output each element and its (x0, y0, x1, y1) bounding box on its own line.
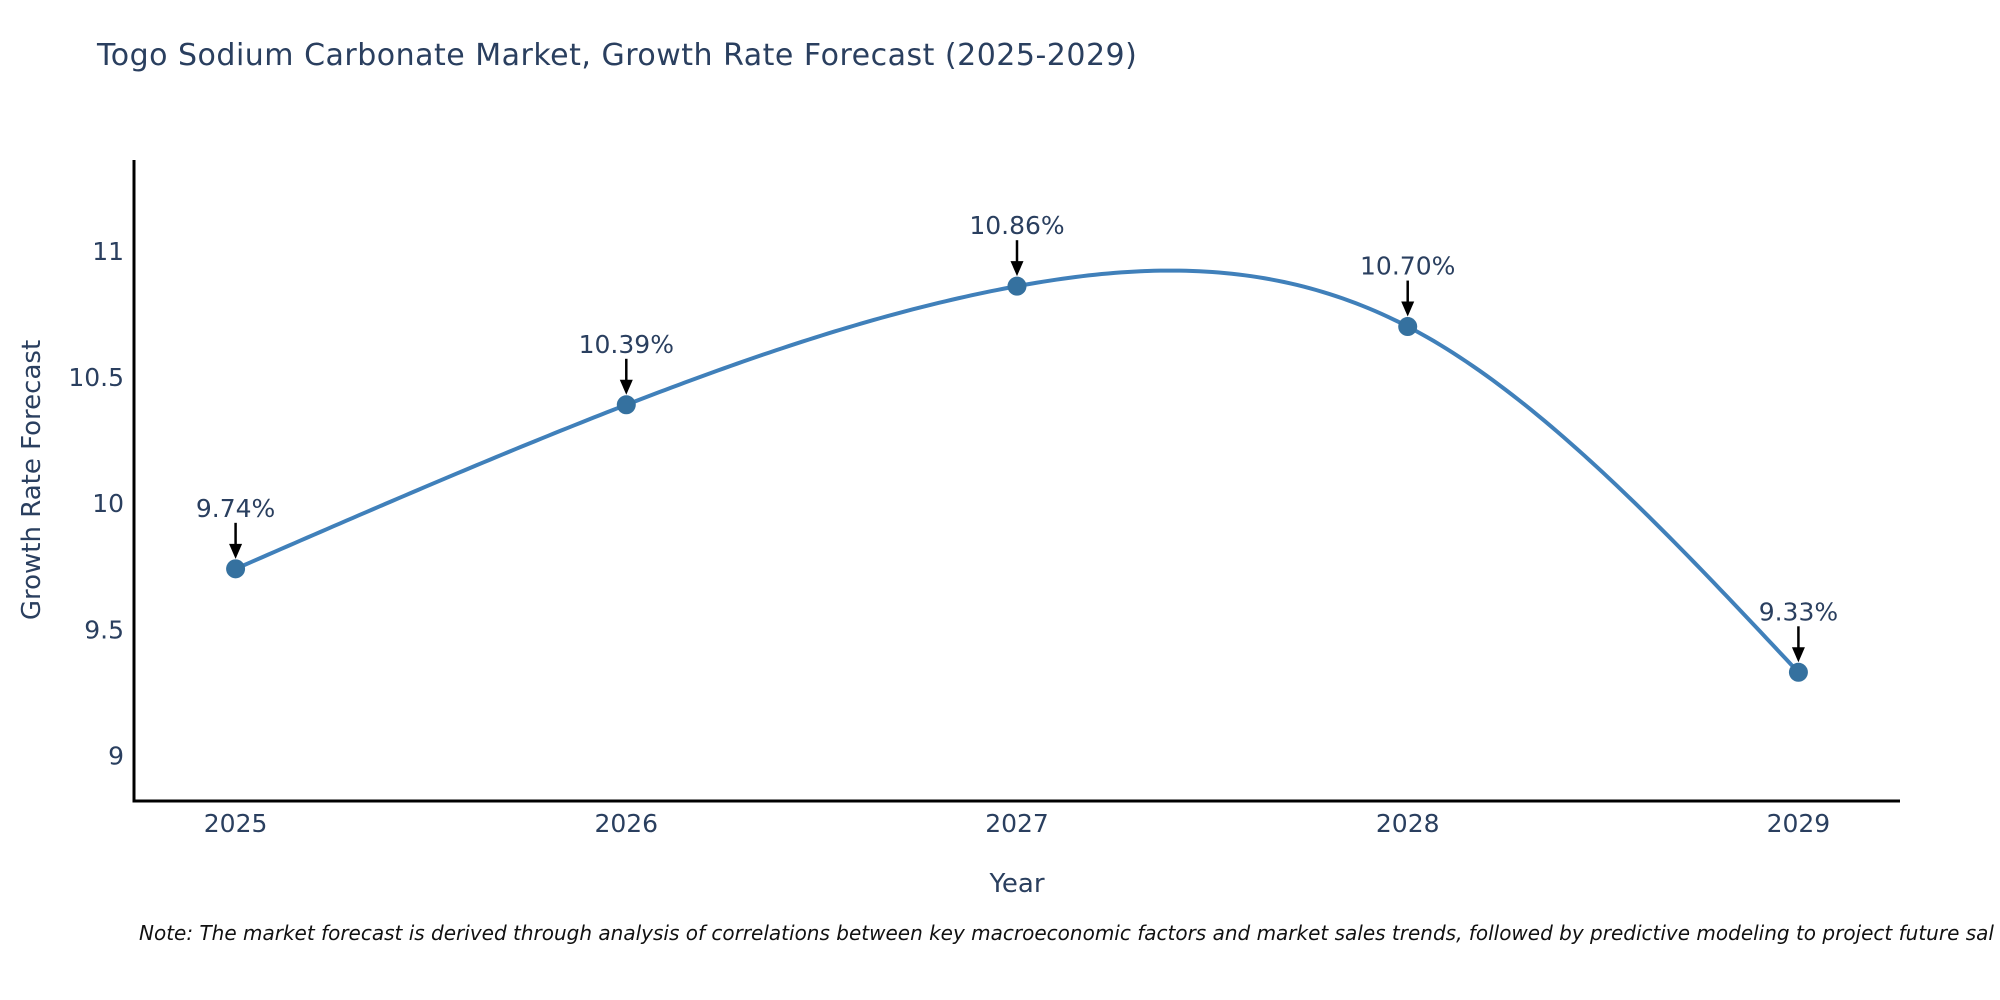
annotation-arrowhead-icon (229, 543, 243, 559)
forecast-curve-line (233, 268, 1801, 675)
y-tick-label: 11 (92, 237, 124, 266)
x-tick-label: 2027 (985, 809, 1049, 838)
x-tick-label: 2025 (204, 809, 268, 838)
annotation-arrowhead-icon (1401, 301, 1415, 317)
data-point-marker (616, 395, 636, 415)
y-tick-label: 9 (108, 742, 124, 771)
x-tick-label: 2029 (1767, 809, 1831, 838)
data-point-marker (1007, 276, 1027, 296)
y-tick-label: 10 (92, 489, 124, 518)
y-tick-label: 10.5 (68, 363, 124, 392)
data-point-marker (1788, 662, 1808, 682)
x-axis-title: Year (989, 869, 1045, 899)
annotation-label: 10.86% (969, 211, 1064, 240)
x-tick-label: 2026 (594, 809, 658, 838)
annotation-arrowhead-icon (1791, 647, 1805, 663)
annotation-label: 9.74% (196, 494, 275, 523)
annotation-label: 10.70% (1360, 252, 1455, 281)
annotation-label: 9.33% (1759, 597, 1838, 626)
data-point-marker (1398, 317, 1418, 337)
note-text: Note: The market forecast is derived thr… (139, 921, 1994, 945)
x-tick-label: 2028 (1376, 809, 1440, 838)
data-point-marker (226, 559, 246, 579)
chart-title: Togo Sodium Carbonate Market, Growth Rat… (97, 38, 1138, 73)
annotation-arrowhead-icon (1010, 261, 1024, 277)
annotation-label: 10.39% (579, 330, 674, 359)
y-tick-label: 9.5 (84, 615, 124, 644)
annotation-arrowhead-icon (619, 379, 633, 395)
